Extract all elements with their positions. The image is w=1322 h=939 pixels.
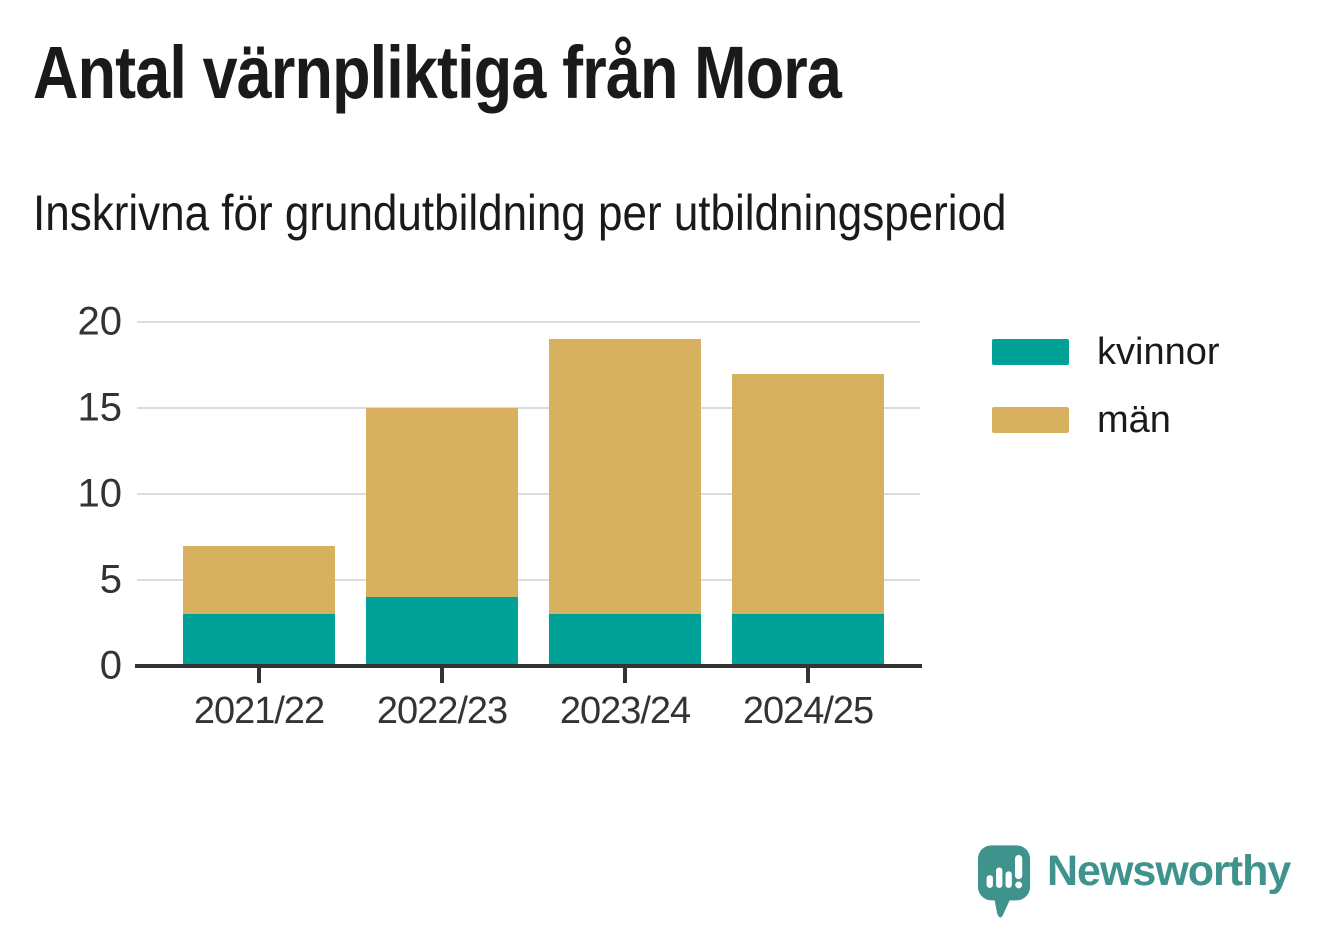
- bar-segment-kvinnor: [366, 597, 518, 666]
- bar-2022-23: [366, 408, 518, 666]
- bar-2024-25: [732, 373, 884, 666]
- bar-segment-kvinnor: [183, 614, 335, 666]
- x-tick-label: 2024/25: [742, 690, 874, 732]
- bar-2021-22: [183, 545, 335, 666]
- bar-segment-man: [366, 408, 518, 598]
- bar-segment-man: [183, 545, 335, 615]
- bar-segment-kvinnor: [732, 614, 884, 666]
- bar-segment-man: [732, 373, 884, 615]
- x-tick-label: 2022/23: [376, 690, 508, 732]
- gridline-5: [137, 579, 920, 581]
- newsworthy-logo: Newsworthy: [976, 843, 1291, 923]
- plot-area: [137, 321, 920, 666]
- legend-swatch-man: [992, 407, 1069, 433]
- legend-item-kvinnor: kvinnor: [992, 333, 1220, 371]
- speech-bubble-bar-chart-icon: [977, 845, 1031, 918]
- y-tick-label: 0: [99, 643, 122, 688]
- newsworthy-logo-text: Newsworthy: [1047, 847, 1291, 895]
- legend-label-kvinnor: kvinnor: [1097, 331, 1220, 373]
- x-tick: [623, 668, 627, 683]
- bar-2023-24: [549, 339, 701, 666]
- bar-segment-man: [549, 339, 701, 615]
- legend: kvinnor män: [992, 333, 1220, 439]
- x-axis-line: [135, 664, 922, 668]
- y-tick-label: 5: [99, 557, 122, 602]
- x-tick-label: 2023/24: [559, 690, 691, 732]
- gridline-10: [137, 493, 920, 495]
- bar-segment-kvinnor: [549, 614, 701, 666]
- y-tick-label: 15: [77, 385, 123, 430]
- y-tick-label: 20: [77, 299, 123, 344]
- gridline-15: [137, 407, 920, 409]
- legend-swatch-kvinnor: [992, 339, 1069, 365]
- y-tick-label: 10: [77, 471, 123, 516]
- chart-subtitle: Inskrivna för grundutbildning per utbild…: [33, 185, 1007, 241]
- x-tick-label: 2021/22: [193, 690, 325, 732]
- gridline-20: [137, 321, 920, 323]
- x-tick: [440, 668, 444, 683]
- x-tick: [806, 668, 810, 683]
- legend-label-man: män: [1097, 399, 1171, 441]
- legend-item-man: män: [992, 401, 1220, 439]
- chart-title: Antal värnpliktiga från Mora: [33, 31, 842, 114]
- x-tick: [257, 668, 261, 683]
